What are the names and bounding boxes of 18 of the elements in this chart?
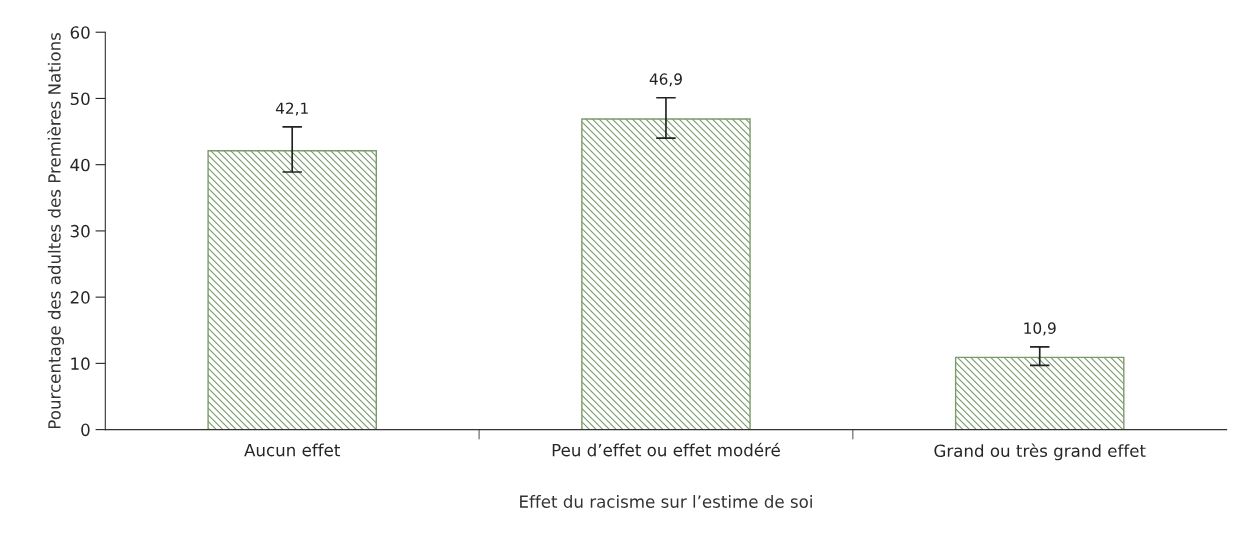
y-tick-label: 10	[71, 357, 90, 370]
bar	[207, 150, 377, 430]
x-tick-label: Grand ou très grand effet	[934, 443, 1146, 461]
data-label: 46,9	[649, 73, 682, 87]
bar	[581, 118, 751, 430]
y-tick-label: 0	[81, 423, 90, 437]
data-label: 10,9	[1024, 322, 1056, 336]
x-tick-label: Aucun effet	[244, 443, 340, 457]
data-label: 42,1	[275, 102, 308, 116]
y-tick-label: 60	[70, 26, 90, 39]
x-tick-label: Peu d’effet ou effet modéré	[552, 442, 780, 457]
y-tick-label: 30	[70, 224, 90, 238]
x-axis-title: Effet du racisme sur l’estime de soi	[520, 495, 812, 508]
y-tick-label: 40	[70, 158, 90, 172]
y-axis-title: Pourcentage des adultes des Premières Nations	[47, 32, 64, 429]
y-tick-label: 50	[70, 92, 90, 106]
bar	[954, 356, 1125, 430]
y-tick-label: 20	[70, 291, 90, 304]
